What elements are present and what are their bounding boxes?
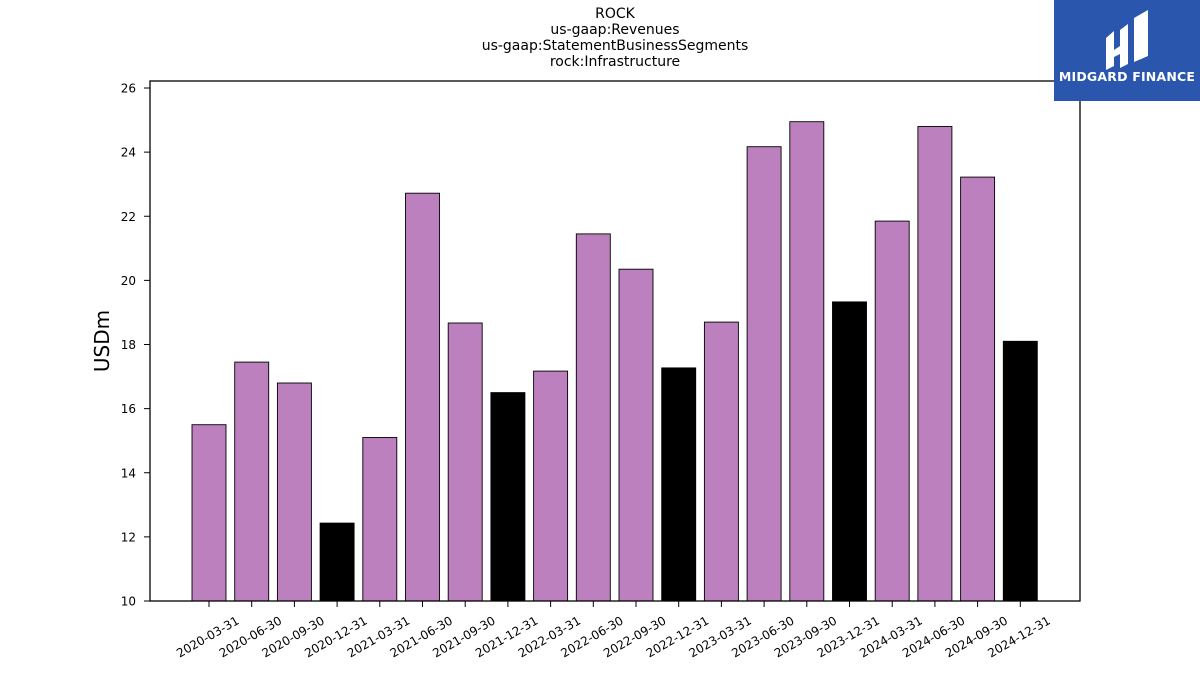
bar-2024-12-31 [1002, 340, 1038, 602]
y-tick-label: 22 [121, 210, 136, 224]
y-tick-label: 12 [121, 530, 136, 544]
plot-frame [149, 80, 1081, 602]
brand-name: MIDGARD FINANCE [1058, 69, 1196, 84]
y-tick-label: 10 [121, 595, 136, 609]
bar-2020-06-30 [234, 361, 270, 602]
bar-2024-03-31 [874, 220, 910, 602]
x-axis: 2020-03-312020-06-302020-09-302020-12-31… [174, 601, 1053, 660]
y-tick-label: 18 [121, 338, 136, 352]
bar-2020-09-30 [276, 382, 312, 602]
y-axis: 10 12 14 16 18 20 22 24 26 [121, 82, 150, 609]
bar-2020-03-31 [191, 424, 227, 602]
chart-title-line-3: us-gaap:StatementBusinessSegments [481, 38, 749, 54]
y-tick-label: 16 [121, 402, 136, 416]
y-tick-label: 20 [121, 274, 136, 288]
bar-2022-12-31 [661, 367, 697, 602]
bar-2023-03-31 [703, 321, 739, 602]
bar-2021-06-30 [405, 192, 440, 602]
bar-2023-09-30 [789, 121, 825, 602]
bar-2022-09-30 [618, 268, 654, 602]
chart-title-line-4: rock:Infrastructure [549, 54, 681, 70]
bar-2021-09-30 [447, 322, 483, 602]
y-tick-label: 14 [121, 466, 136, 480]
bar-2022-06-30 [575, 233, 611, 602]
bar-2024-06-30 [917, 126, 953, 602]
logo-mark-icon [1106, 10, 1148, 70]
bar-2022-03-31 [533, 370, 569, 602]
bar-2021-12-31 [490, 392, 526, 602]
y-tick-label: 26 [121, 82, 136, 96]
brand-logo: MIDGARD FINANCE [1054, 0, 1200, 101]
bar-2024-09-30 [960, 176, 996, 602]
bar-2023-12-31 [832, 301, 867, 602]
bar-2021-03-31 [362, 437, 398, 602]
bar-2020-12-31 [319, 522, 355, 602]
bar-2023-06-30 [746, 146, 782, 602]
chart-title-line-1: ROCK [595, 6, 635, 22]
y-tick-label: 24 [121, 146, 136, 160]
y-axis-label: USDm [90, 310, 114, 372]
chart-title: ROCK us-gaap:Revenues us-gaap:StatementB… [215, 6, 1015, 70]
chart-title-line-2: us-gaap:Revenues [550, 22, 680, 38]
bars-group [191, 121, 1038, 602]
